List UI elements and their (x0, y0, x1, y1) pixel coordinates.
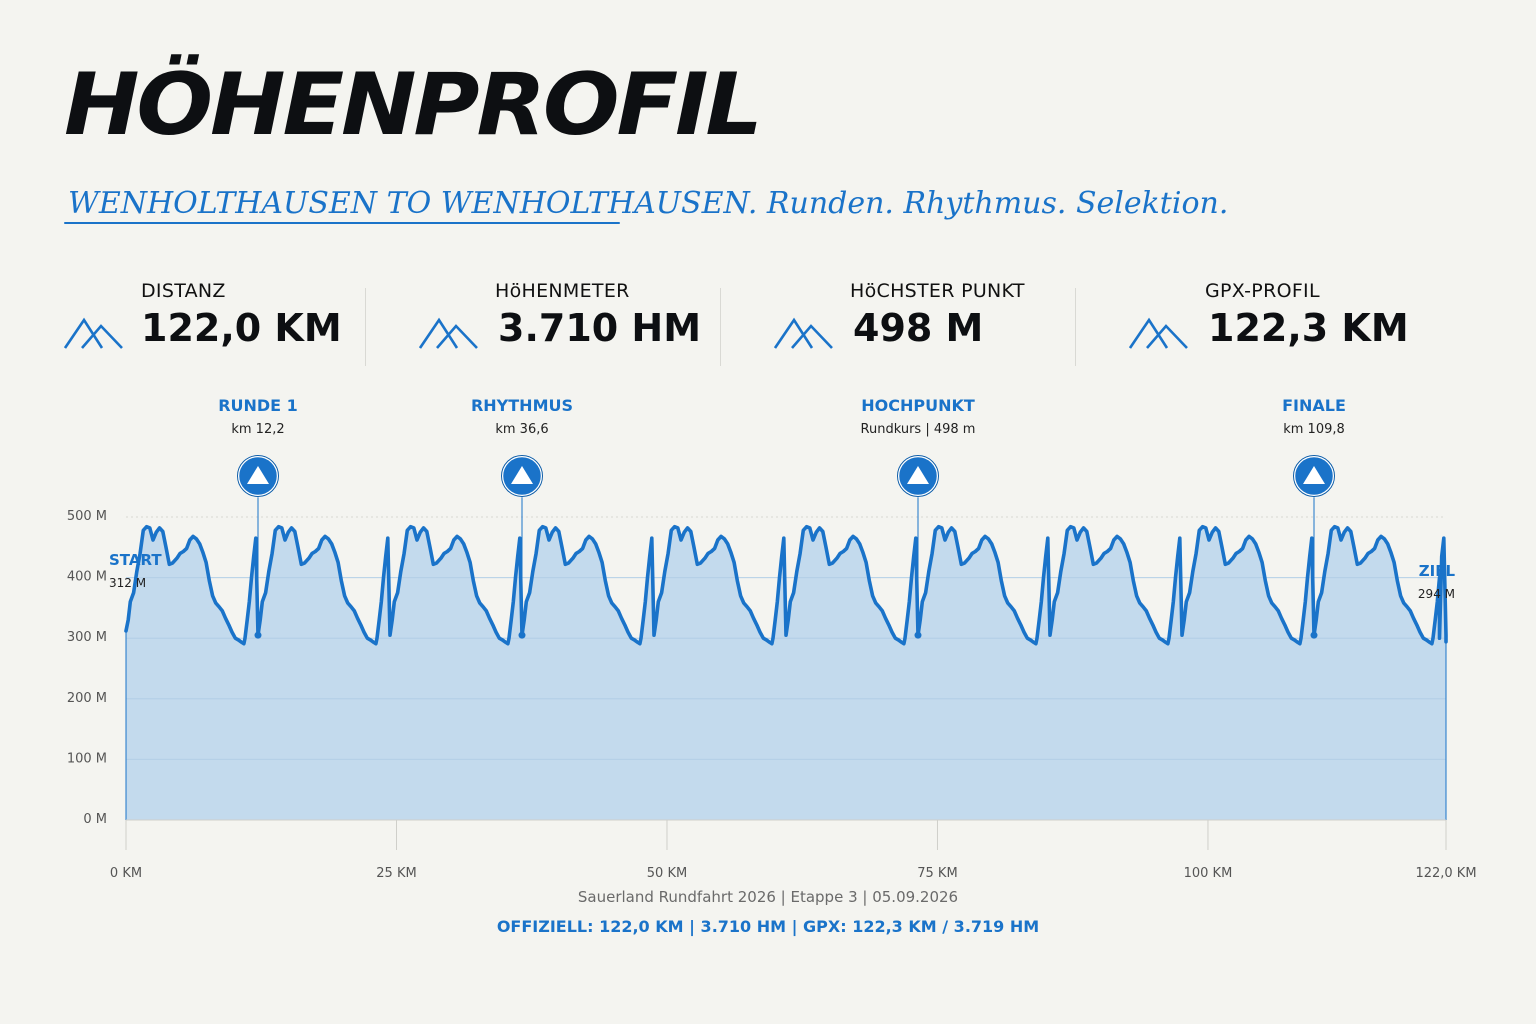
marker-title: HOCHPUNKT (861, 396, 975, 415)
x-tick-label: 75 KM (917, 866, 957, 880)
page-title: HÖHENPROFIL (64, 55, 763, 155)
finish-label: ZIEL (1419, 562, 1456, 580)
stat-value: 3.710 HM (498, 306, 702, 350)
official-summary: OFFIZIELL: 122,0 KM | 3.710 HM | GPX: 12… (496, 917, 1040, 936)
mountain-icon (419, 317, 478, 349)
stat-elevation-gain: HöHENMETER 3.710 HM (365, 280, 720, 370)
x-tick-label: 25 KM (376, 866, 416, 880)
stat-value: 122,0 KM (141, 306, 342, 350)
start-label: START (109, 551, 162, 569)
stat-gpx-profile: GPX-PROFIL 122,3 KM (1075, 280, 1430, 370)
marker-dot (914, 631, 922, 639)
x-tick-label: 0 KM (110, 866, 142, 880)
stat-divider (720, 288, 721, 366)
mountain-icon (1129, 317, 1188, 349)
marker-badge-ring (501, 455, 543, 497)
marker-dot (1310, 631, 1318, 639)
y-tick-label: 300 M (67, 630, 107, 645)
elevation-area (126, 526, 1446, 820)
y-tick-label: 0 M (83, 812, 107, 827)
stat-label: HöCHSTER PUNKT (850, 280, 1025, 302)
stat-value: 498 M (853, 306, 984, 350)
marker-subtitle: km 12,2 (231, 422, 284, 437)
x-tick-label: 122,0 KM (1415, 866, 1476, 880)
elevation-line (124, 524, 1448, 646)
stat-highest-point: HöCHSTER PUNKT 498 M (720, 280, 1075, 370)
subtitle-underline (64, 222, 620, 224)
stat-label: DISTANZ (141, 280, 226, 302)
stat-label: HöHENMETER (495, 280, 630, 302)
triangle-up-icon (907, 466, 929, 484)
y-tick-label: 500 M (67, 509, 107, 524)
triangle-up-icon (247, 466, 269, 484)
marker-title: RHYTHMUS (471, 396, 573, 415)
y-tick-label: 100 M (67, 751, 107, 766)
marker-dot (254, 631, 262, 639)
x-tick-label: 50 KM (647, 866, 687, 880)
marker-subtitle: km 36,6 (495, 422, 548, 437)
stats-row: DISTANZ 122,0 KM HöHENMETER 3.710 HM HöC… (64, 280, 1484, 370)
triangle-up-icon (1303, 466, 1325, 484)
stat-divider (1075, 288, 1076, 366)
marker-subtitle: km 109,8 (1283, 422, 1345, 437)
event-info: Sauerland Rundfahrt 2026 | Etappe 3 | 05… (577, 888, 959, 906)
triangle-up-icon (511, 466, 533, 484)
marker-badge-ring (237, 455, 279, 497)
mountain-icon (774, 317, 833, 349)
finish-elevation: 294 M (1418, 587, 1455, 601)
marker-dot (518, 631, 526, 639)
stat-distance: DISTANZ 122,0 KM (64, 280, 419, 370)
marker-subtitle: Rundkurs | 498 m (861, 422, 976, 437)
stat-divider (365, 288, 366, 366)
marker-title: RUNDE 1 (218, 396, 298, 415)
marker-badge-ring (1293, 455, 1335, 497)
y-tick-label: 200 M (67, 691, 107, 706)
marker-title: FINALE (1282, 396, 1346, 415)
stat-label: GPX-PROFIL (1205, 280, 1320, 302)
x-tick-label: 100 KM (1184, 866, 1233, 880)
marker-badge-ring (897, 455, 939, 497)
y-tick-label: 400 M (67, 570, 107, 585)
start-elevation: 312 M (109, 576, 146, 590)
route-subtitle: WENHOLTHAUSEN TO WENHOLTHAUSEN. Runden. … (68, 186, 1229, 221)
stat-value: 122,3 KM (1208, 306, 1409, 350)
mountain-icon (64, 317, 123, 349)
elevation-chart: 0 KM 25 KM 50 KM 75 KM 100 KM 122,0 KM 0 M 100 … (67, 396, 1477, 880)
